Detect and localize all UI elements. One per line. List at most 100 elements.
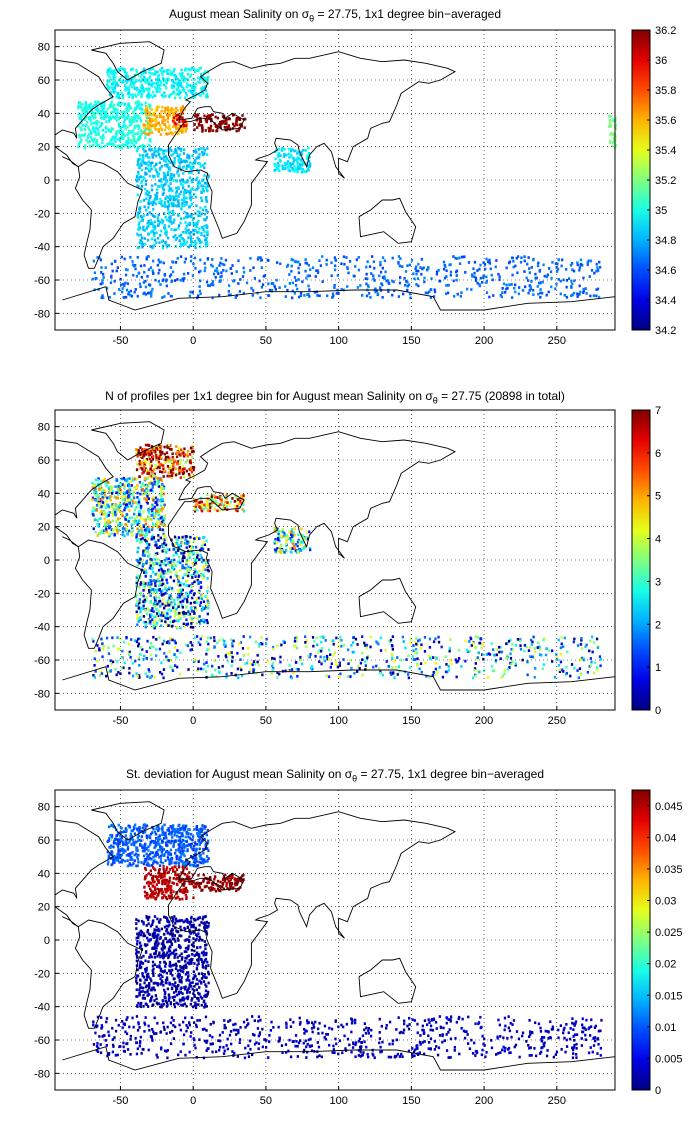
data-cell [130,116,133,119]
data-cell [160,590,163,594]
data-cell [148,75,152,79]
data-cell [217,272,220,275]
data-cell [154,193,157,197]
data-cell [298,263,302,266]
data-cell [125,491,128,494]
data-cell [144,88,147,91]
data-cell [110,90,113,94]
data-cell [137,79,140,82]
data-cell [131,263,135,267]
data-cell [100,512,103,516]
data-cell [332,294,335,298]
data-cell [151,161,154,165]
data-cell [151,503,154,507]
data-cell [354,637,358,641]
data-cell [176,86,180,89]
data-cell [218,280,221,283]
data-cell [140,540,143,543]
data-cell [117,68,120,71]
data-cell [252,671,255,674]
data-cell [316,271,320,274]
data-cell [94,518,97,522]
data-cell [146,93,149,97]
data-cell [137,449,140,452]
data-cell [137,135,141,139]
data-cell [270,664,274,668]
data-cell [105,125,108,129]
data-cell [176,582,180,586]
data-cell [154,94,157,97]
data-cell [102,513,105,516]
data-cell [561,668,564,672]
data-cell [91,277,94,281]
data-cell [90,131,93,135]
data-cell [528,271,531,274]
data-cell [183,77,186,81]
data-cell [77,106,80,110]
data-cell [179,147,183,151]
data-cell [181,559,184,563]
data-cell [156,236,160,240]
data-cell [175,88,178,91]
data-cell [554,287,557,291]
data-cell [225,269,228,273]
data-cell [167,211,170,214]
data-cell [156,482,160,486]
data-cell [190,73,193,77]
data-cell [166,474,169,478]
data-cell [146,155,150,159]
data-cell [150,148,153,151]
data-cell [278,286,281,289]
data-cell [100,296,103,300]
data-cell [150,295,153,298]
data-cell [481,281,484,284]
data-cell [102,117,105,120]
data-cell [173,112,176,115]
data-cell [142,461,145,465]
data-cell [292,671,295,675]
data-cell [520,256,523,260]
data-cell [160,148,163,152]
data-cell [163,503,166,507]
data-cell [490,273,493,277]
data-cell [191,187,194,190]
data-cell [370,272,373,275]
data-cell [194,228,197,232]
data-cell [149,613,152,617]
data-cell [193,498,196,502]
data-cell [100,271,103,274]
data-cell [162,187,165,190]
coastline [54,59,114,168]
data-cell [200,199,204,203]
data-cell [210,504,213,507]
data-cell [108,79,111,82]
data-cell [131,501,135,505]
data-cell [175,607,178,611]
data-cell [109,659,112,663]
data-cell [200,503,204,506]
data-cell [378,274,381,278]
data-cell [156,480,160,484]
data-cell [169,273,173,276]
data-cell [162,592,166,596]
data-cell [141,452,144,455]
data-cell [112,79,115,83]
data-cell [164,149,167,153]
data-cell [92,259,95,263]
data-cell [143,270,146,274]
data-cell [128,667,131,670]
data-cell [229,267,232,270]
data-cell [126,133,129,137]
data-cell [157,280,160,283]
data-cell [152,603,155,606]
data-cell [80,133,83,137]
data-cell [598,655,602,658]
data-cell [177,186,180,189]
data-cell [135,515,138,519]
data-cell [595,269,598,273]
data-cell [180,551,183,555]
data-cell [118,501,122,505]
data-cell [148,131,152,135]
data-cell [191,274,194,278]
data-cell [149,162,152,165]
